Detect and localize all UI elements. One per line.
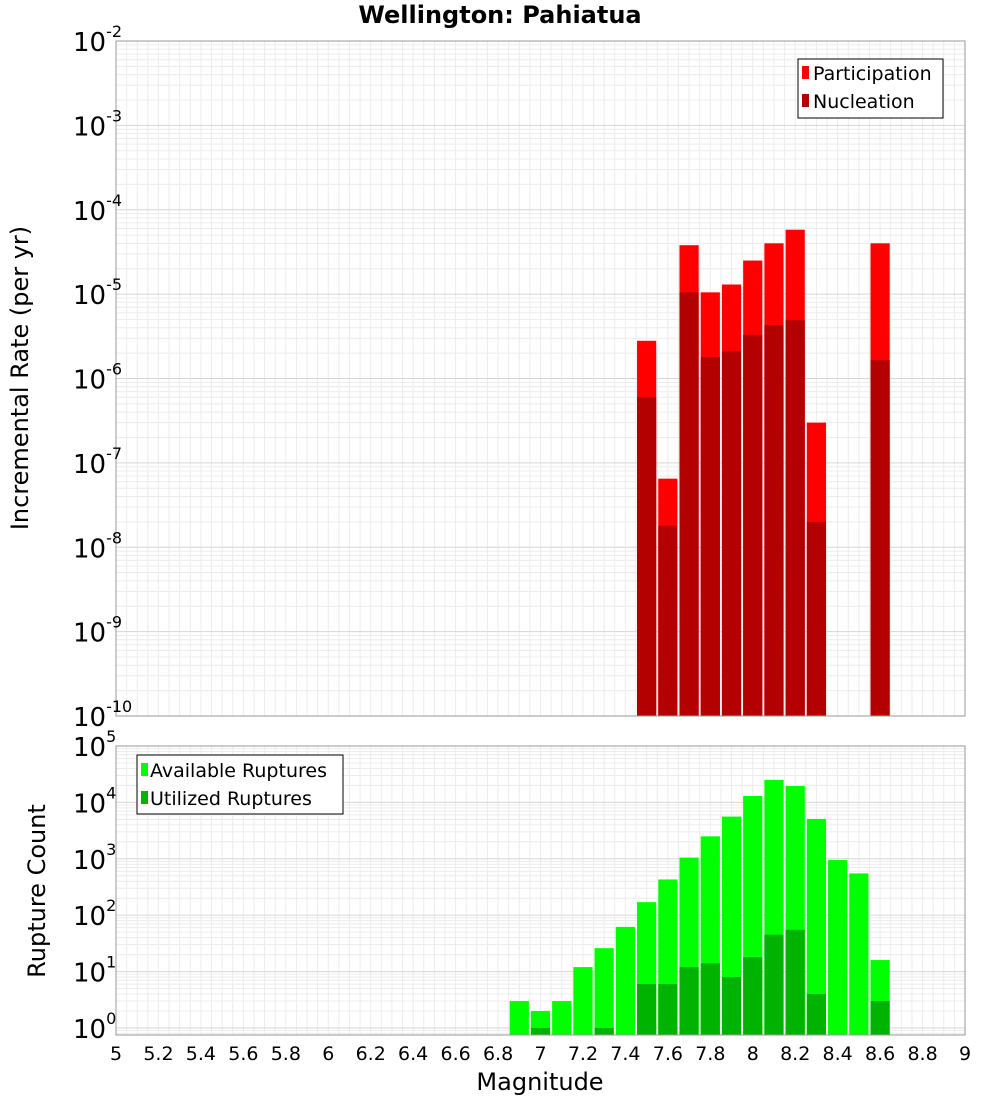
top-y-axis-label: Incremental Rate (per yr) <box>6 226 34 530</box>
available-ruptures-legend-label: Available Ruptures <box>150 760 327 782</box>
rate-series-1-bar <box>870 360 890 716</box>
participation-legend-label: Participation <box>813 63 932 85</box>
top-y-tick-label: 10-3 <box>73 106 122 142</box>
bottom-y-tick-label: 103 <box>73 840 116 876</box>
bottom-legend-box <box>136 754 344 815</box>
count-series-0-bar <box>594 948 614 1035</box>
bottom-plot-bars <box>509 779 890 1035</box>
top-y-tick-label: 10-8 <box>73 528 122 564</box>
bottom-y-ticks: 105 104 103 102 101 100 <box>73 727 116 1045</box>
count-series-1-bar <box>721 977 742 1035</box>
rate-series-1-bar <box>721 351 742 716</box>
count-series-1-bar <box>764 934 784 1035</box>
nucleation-legend-label: Nucleation <box>813 91 915 113</box>
count-series-1-bar <box>658 984 678 1035</box>
top-y-tick-label: 10-10 <box>73 697 132 733</box>
participation-legend-swatch <box>802 66 809 79</box>
x-tick-label: 9 <box>959 1043 971 1065</box>
count-series-0-bar <box>509 1001 529 1035</box>
nucleation-legend-swatch <box>802 94 809 107</box>
x-ticks: 5 5.2 5.4 5.6 5.8 6 6.2 6.4 6.6 6.8 7 7.2 7.4 7.6 7.8 8… <box>110 1043 971 1065</box>
x-tick-label: 8.6 <box>865 1043 895 1065</box>
count-series-0-bar <box>552 1001 572 1035</box>
rate-series-1-bar <box>785 320 805 716</box>
top-y-tick-label: 10-9 <box>73 613 122 649</box>
count-series-0-bar <box>573 967 593 1035</box>
rate-series-1-bar <box>637 397 657 716</box>
x-tick-label: 5.6 <box>228 1043 258 1065</box>
bottom-y-tick-label: 102 <box>73 896 116 932</box>
bottom-y-tick-label: 104 <box>73 783 116 819</box>
x-tick-label: 6.2 <box>356 1043 386 1065</box>
top-plot-frame <box>115 40 966 717</box>
count-series-0-bar <box>615 926 635 1035</box>
top-y-tick-label: 10-6 <box>73 360 122 396</box>
bottom-legend: Available Ruptures Utilized Ruptures <box>136 754 344 815</box>
rate-series-1-bar <box>700 356 720 716</box>
bottom-y-axis-label: Rupture Count <box>23 804 51 978</box>
x-axis-label: Magnitude <box>476 1068 603 1096</box>
x-tick-label: 7 <box>534 1043 546 1065</box>
utilized-ruptures-legend-swatch <box>141 791 148 804</box>
x-tick-label: 8.4 <box>823 1043 853 1065</box>
chart-title: Wellington: Pahiatua <box>358 1 641 29</box>
x-tick-label: 8.2 <box>780 1043 810 1065</box>
count-series-1-bar <box>700 963 720 1035</box>
available-ruptures-legend-swatch <box>141 763 148 776</box>
count-series-0-bar <box>828 860 848 1035</box>
top-y-tick-label: 10-2 <box>73 22 122 58</box>
top-plot-grid <box>115 40 966 717</box>
x-tick-label: 6 <box>322 1043 334 1065</box>
x-tick-label: 7.4 <box>610 1043 640 1065</box>
x-tick-label: 8 <box>747 1043 759 1065</box>
count-series-0-bar <box>806 818 827 1035</box>
count-series-1-bar <box>594 1027 614 1035</box>
count-series-1-bar <box>637 984 657 1035</box>
x-tick-label: 7.6 <box>653 1043 683 1065</box>
count-series-1-bar <box>743 957 763 1035</box>
x-tick-label: 6.4 <box>398 1043 428 1065</box>
rate-series-1-bar <box>679 292 699 716</box>
count-series-1-bar <box>870 1001 890 1035</box>
x-tick-label: 8.8 <box>907 1043 937 1065</box>
x-tick-label: 5.2 <box>143 1043 173 1065</box>
x-tick-label: 5.8 <box>271 1043 301 1065</box>
top-y-tick-label: 10-5 <box>73 275 122 311</box>
top-plot-bars <box>637 229 890 717</box>
count-series-1-bar <box>785 929 805 1035</box>
rate-series-1-bar <box>764 325 784 716</box>
count-series-1-bar <box>806 994 827 1035</box>
bottom-y-tick-label: 100 <box>73 1009 116 1045</box>
x-tick-label: 5 <box>110 1043 122 1065</box>
count-series-1-bar <box>530 1027 551 1035</box>
x-tick-label: 6.8 <box>483 1043 513 1065</box>
x-tick-label: 7.8 <box>695 1043 725 1065</box>
x-tick-label: 6.6 <box>440 1043 470 1065</box>
bottom-y-tick-label: 101 <box>73 953 116 989</box>
top-y-tick-label: 10-4 <box>73 191 122 227</box>
count-series-0-bar <box>849 873 869 1035</box>
top-y-tick-label: 10-7 <box>73 444 122 480</box>
top-y-ticks: 10-2 10-3 10-4 10-5 10-6 10-7 10-8 10-9 10-10 <box>73 22 132 733</box>
rate-series-1-bar <box>658 525 678 716</box>
bottom-y-tick-label: 105 <box>73 727 116 763</box>
count-series-1-bar <box>679 967 699 1035</box>
x-tick-label: 7.2 <box>568 1043 598 1065</box>
rate-series-1-bar <box>743 334 763 716</box>
rate-series-1-bar <box>806 521 827 716</box>
utilized-ruptures-legend-label: Utilized Ruptures <box>150 788 312 810</box>
top-legend-box <box>797 58 944 119</box>
bottom-plot-frame <box>115 745 966 1036</box>
x-tick-label: 5.4 <box>186 1043 216 1065</box>
top-legend: Participation Nucleation <box>797 58 944 119</box>
